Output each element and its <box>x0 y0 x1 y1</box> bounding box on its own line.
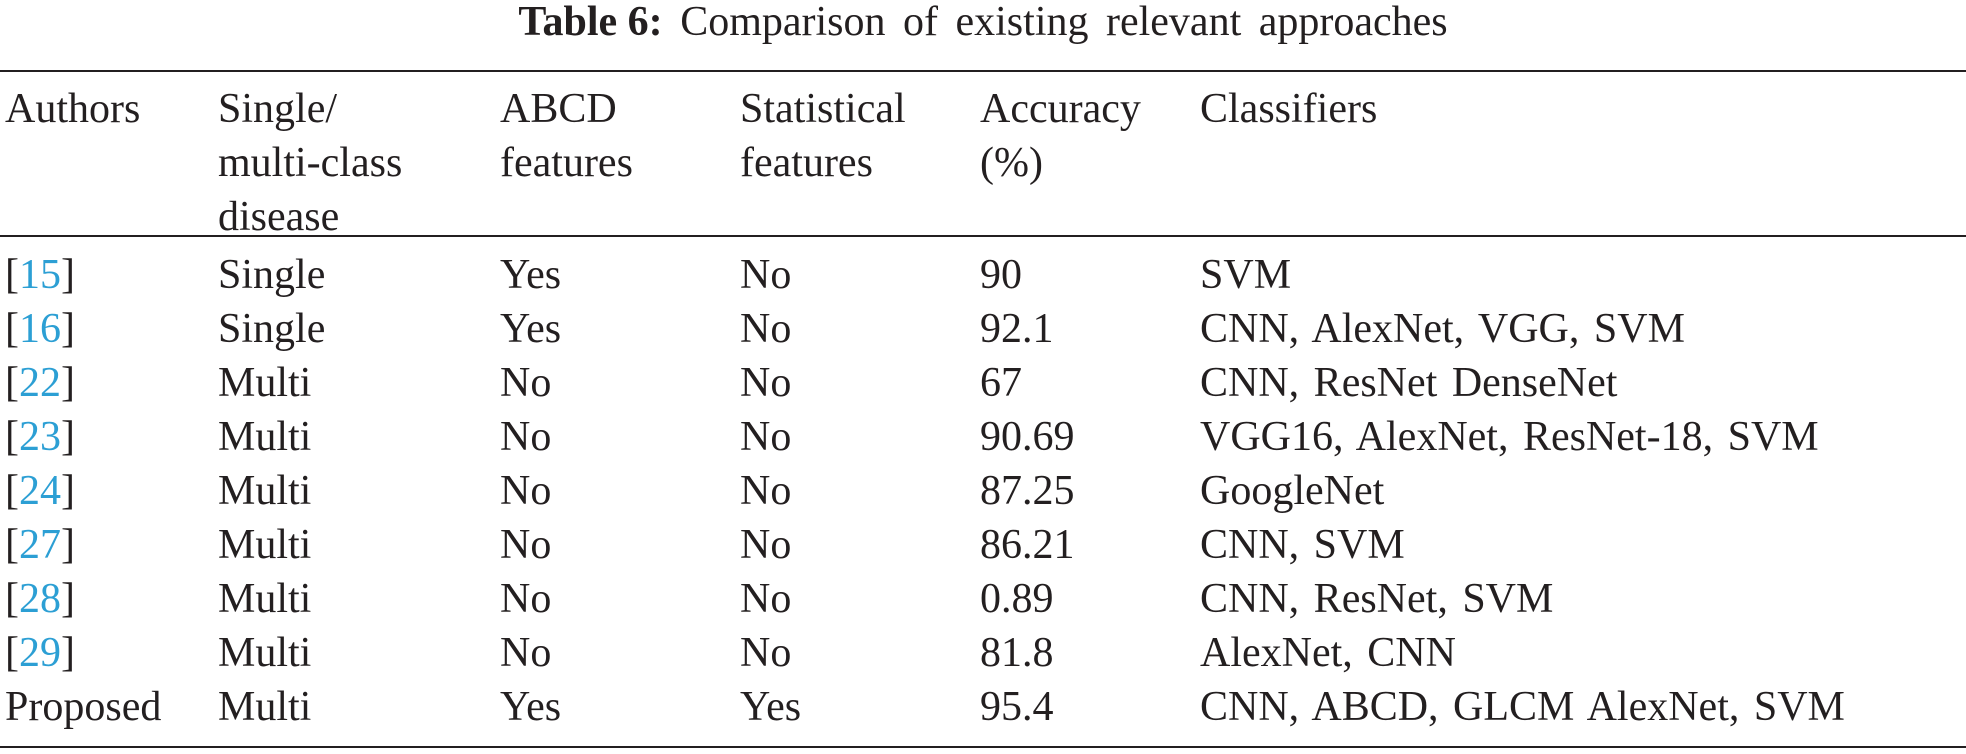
cell-class-type: Multi <box>218 684 312 730</box>
header-rule <box>0 235 1966 237</box>
header-statistical-features: Statistical features <box>740 86 906 186</box>
cell-classifiers: SVM <box>1200 252 1292 298</box>
bracket-close: ] <box>61 576 75 622</box>
cell-accuracy: 90 <box>980 252 1022 298</box>
table-title: Comparison of existing relevant approach… <box>680 0 1448 45</box>
header-abcd-features: ABCD features <box>500 86 633 186</box>
cell-accuracy: 67 <box>980 360 1022 406</box>
bracket-open: [ <box>5 252 19 298</box>
cell-statistical: No <box>740 576 792 622</box>
header-classifiers: Classifiers <box>1200 86 1378 132</box>
cell-abcd: No <box>500 468 552 514</box>
cell-abcd: Yes <box>500 684 562 730</box>
cell-classifiers: GoogleNet <box>1200 468 1385 514</box>
cell-classifiers: CNN, ABCD, GLCM AlexNet, SVM <box>1200 684 1845 730</box>
cell-abcd: Yes <box>500 252 562 298</box>
table-label: Table 6: <box>518 0 663 45</box>
cell-classifiers: CNN, SVM <box>1200 522 1405 568</box>
cell-statistical: No <box>740 252 792 298</box>
cell-accuracy: 90.69 <box>980 414 1075 460</box>
cell-author: [15] <box>5 248 75 302</box>
bracket-close: ] <box>61 252 75 298</box>
citation-link[interactable]: 24 <box>19 468 61 514</box>
cell-classifiers: VGG16, AlexNet, ResNet-18, SVM <box>1200 414 1819 460</box>
cell-statistical: No <box>740 522 792 568</box>
cell-statistical: No <box>740 306 792 352</box>
cell-accuracy: 81.8 <box>980 630 1054 676</box>
citation-link[interactable]: 28 <box>19 576 61 622</box>
cell-accuracy: 86.21 <box>980 522 1075 568</box>
citation-link[interactable]: 15 <box>19 252 61 298</box>
cell-statistical: Yes <box>740 684 802 730</box>
cell-accuracy: 87.25 <box>980 468 1075 514</box>
cell-accuracy: 92.1 <box>980 306 1054 352</box>
cell-class-type: Single <box>218 252 326 298</box>
cell-statistical: No <box>740 414 792 460</box>
bracket-open: [ <box>5 522 19 568</box>
bracket-close: ] <box>61 360 75 406</box>
cell-class-type: Multi <box>218 414 312 460</box>
cell-abcd: No <box>500 414 552 460</box>
bracket-open: [ <box>5 576 19 622</box>
bracket-open: [ <box>5 360 19 406</box>
header-authors: Authors <box>5 86 141 132</box>
top-rule <box>0 70 1966 72</box>
bracket-close: ] <box>61 306 75 352</box>
cell-classifiers: CNN, AlexNet, VGG, SVM <box>1200 306 1685 352</box>
cell-abcd: Yes <box>500 306 562 352</box>
cell-author: Proposed <box>5 684 162 730</box>
cell-abcd: No <box>500 360 552 406</box>
cell-author: [22] <box>5 356 75 410</box>
citation-link[interactable]: 27 <box>19 522 61 568</box>
cell-abcd: No <box>500 576 552 622</box>
cell-author: [23] <box>5 410 75 464</box>
table-caption: Table 6: Comparison of existing relevant… <box>0 0 1966 44</box>
cell-author: [28] <box>5 572 75 626</box>
cell-statistical: No <box>740 360 792 406</box>
cell-class-type: Multi <box>218 360 312 406</box>
cell-class-type: Multi <box>218 576 312 622</box>
bracket-close: ] <box>61 414 75 460</box>
cell-author: [24] <box>5 464 75 518</box>
cell-accuracy: 95.4 <box>980 684 1054 730</box>
cell-classifiers: CNN, ResNet DenseNet <box>1200 360 1618 406</box>
cell-author: [27] <box>5 518 75 572</box>
cell-classifiers: AlexNet, CNN <box>1200 630 1456 676</box>
cell-author: [16] <box>5 302 75 356</box>
citation-link[interactable]: 23 <box>19 414 61 460</box>
bracket-close: ] <box>61 522 75 568</box>
bracket-open: [ <box>5 630 19 676</box>
cell-class-type: Single <box>218 306 326 352</box>
bracket-close: ] <box>61 468 75 514</box>
cell-accuracy: 0.89 <box>980 576 1054 622</box>
bracket-open: [ <box>5 468 19 514</box>
cell-abcd: No <box>500 630 552 676</box>
bracket-close: ] <box>61 630 75 676</box>
citation-link[interactable]: 29 <box>19 630 61 676</box>
cell-class-type: Multi <box>218 522 312 568</box>
cell-statistical: No <box>740 630 792 676</box>
bracket-open: [ <box>5 306 19 352</box>
cell-class-type: Multi <box>218 630 312 676</box>
bracket-open: [ <box>5 414 19 460</box>
cell-class-type: Multi <box>218 468 312 514</box>
cell-abcd: No <box>500 522 552 568</box>
bottom-rule <box>0 746 1966 748</box>
cell-classifiers: CNN, ResNet, SVM <box>1200 576 1554 622</box>
header-accuracy: Accuracy (%) <box>980 86 1141 186</box>
cell-author: [29] <box>5 626 75 680</box>
citation-link[interactable]: 22 <box>19 360 61 406</box>
header-class-type: Single/ multi-class disease <box>218 86 403 240</box>
cell-statistical: No <box>740 468 792 514</box>
citation-link[interactable]: 16 <box>19 306 61 352</box>
